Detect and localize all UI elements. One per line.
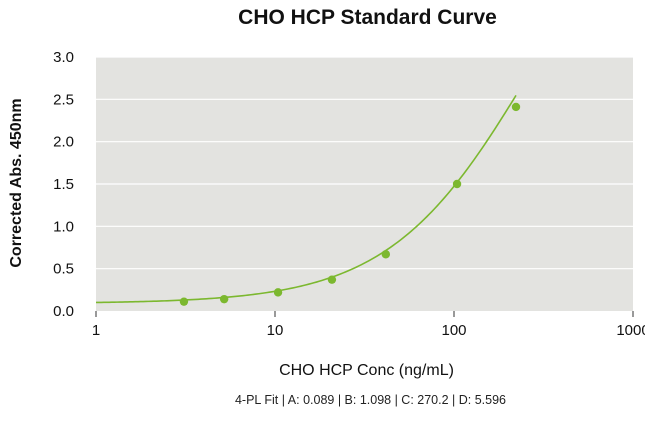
y-tick-label: 0.5 bbox=[53, 261, 74, 278]
y-tick-label: 2.5 bbox=[53, 91, 74, 108]
x-tick-label: 10 bbox=[267, 322, 284, 339]
data-point bbox=[179, 297, 189, 306]
y-tick-label: 1.0 bbox=[53, 218, 74, 235]
y-axis-label: Corrected Abs. 450nm bbox=[8, 98, 25, 267]
data-point bbox=[219, 294, 229, 304]
data-point bbox=[327, 275, 337, 284]
data-point bbox=[511, 102, 521, 112]
y-tick-label: 1.5 bbox=[53, 176, 74, 193]
data-point bbox=[452, 179, 462, 189]
y-tick-label: 0.0 bbox=[53, 303, 74, 320]
fit-curve bbox=[95, 94, 517, 304]
x-tick-label: 1000 bbox=[616, 322, 645, 339]
data-points bbox=[179, 102, 521, 306]
chart-title: CHO HCP Standard Curve bbox=[238, 6, 497, 29]
x-tick-labels: 1 10 100 1000 bbox=[92, 311, 645, 339]
y-tick-label: 2.0 bbox=[53, 134, 74, 151]
x-axis-label: CHO HCP Conc (ng/mL) bbox=[279, 362, 454, 379]
y-tick-labels: 0.0 0.5 1.0 1.5 2.0 2.5 3.0 bbox=[53, 49, 74, 320]
x-tick-label: 100 bbox=[441, 322, 466, 339]
y-tick-label: 3.0 bbox=[53, 49, 74, 66]
data-point bbox=[381, 250, 391, 259]
fit-parameters: 4-PL Fit | A: 0.089 | B: 1.098 | C: 270.… bbox=[234, 393, 506, 407]
grid-lines bbox=[96, 56, 633, 270]
x-tick-label: 1 bbox=[92, 322, 100, 339]
data-point bbox=[273, 288, 283, 297]
